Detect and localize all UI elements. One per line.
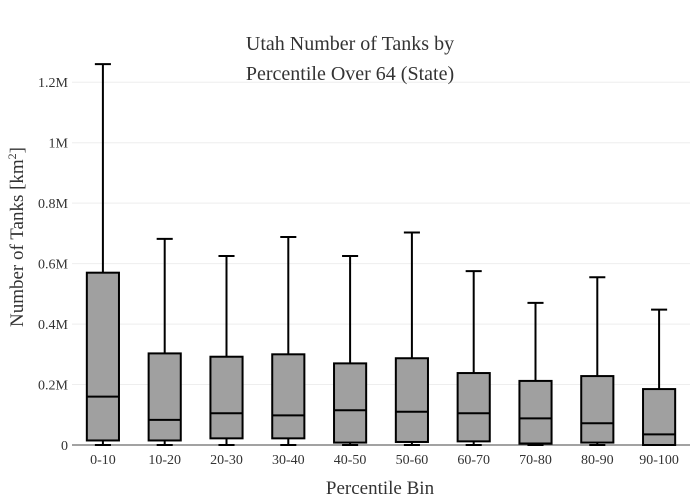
x-tick-label: 0-10 [90, 453, 116, 468]
box-40-50 [333, 255, 368, 446]
y-axis-title-text: Number of Tanks [km [7, 159, 28, 327]
box-30-40 [271, 236, 306, 446]
iqr-box [209, 355, 244, 440]
x-tick-label: 70-80 [519, 453, 552, 468]
box-80-90 [580, 276, 615, 446]
x-tick-label: 20-30 [210, 453, 243, 468]
y-tick-label: 0.8M [38, 197, 69, 212]
iqr-box [642, 388, 677, 447]
y-axis-title-superscript: 2 [5, 153, 19, 159]
chart-title-line-2: Percentile Over 64 (State) [246, 63, 454, 85]
x-tick-label: 90-100 [639, 453, 679, 468]
box-90-100 [642, 308, 677, 447]
y-tick-label: 1M [49, 137, 69, 152]
tick-layer: 0 0.2M 0.4M 0.6M 0.8M 1M 1.2M 0-10 10-20 20-30 30-… [38, 76, 679, 468]
x-tick-label: 50-60 [396, 453, 429, 468]
box-60-70 [456, 270, 491, 446]
grid-layer [72, 81, 690, 446]
iqr-box [333, 362, 368, 444]
y-axis-title: Number of Tanks [km2] [5, 147, 28, 327]
y-tick-label: 0.2M [38, 379, 69, 394]
y-tick-label: 0 [61, 439, 68, 454]
box-20-30 [209, 255, 244, 446]
box-50-60 [394, 231, 429, 446]
chart-title-line-1: Utah Number of Tanks by [246, 33, 454, 55]
iqr-box [85, 271, 120, 442]
iqr-box [147, 352, 182, 442]
iqr-box [580, 375, 615, 444]
iqr-box [518, 379, 553, 445]
iqr-box [456, 372, 491, 443]
box-10-20 [147, 237, 182, 446]
y-axis-title-close: ] [7, 147, 28, 153]
box-70-80 [518, 301, 553, 446]
box-0-10 [85, 63, 120, 446]
x-tick-label: 40-50 [334, 453, 367, 468]
x-tick-label: 30-40 [272, 453, 305, 468]
box-layer [85, 63, 677, 447]
x-tick-label: 10-20 [148, 453, 181, 468]
y-tick-label: 0.4M [38, 318, 69, 333]
x-tick-label: 60-70 [457, 453, 490, 468]
y-tick-label: 1.2M [38, 76, 69, 91]
y-tick-label: 0.6M [38, 258, 69, 273]
iqr-box [271, 353, 306, 440]
x-tick-label: 80-90 [581, 453, 614, 468]
x-axis-title: Percentile Bin [326, 478, 435, 499]
iqr-box [394, 357, 429, 443]
